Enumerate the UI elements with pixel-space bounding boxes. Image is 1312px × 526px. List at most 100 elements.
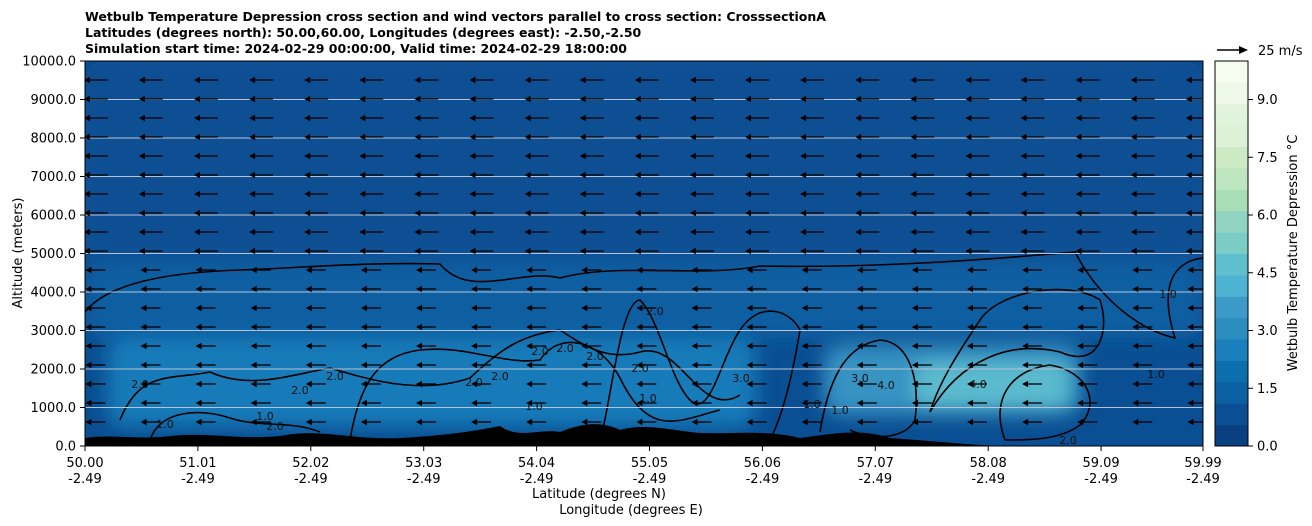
wind-vector-head xyxy=(1075,171,1082,179)
wind-vector-head xyxy=(636,380,643,388)
wind-vector xyxy=(1130,247,1155,255)
wind-vector xyxy=(911,266,932,274)
wind-vector-head xyxy=(1132,380,1139,388)
wind-vector xyxy=(305,399,326,407)
wind-vector-head xyxy=(360,323,367,331)
wind-vector-head xyxy=(801,399,808,407)
wind-vector-head xyxy=(416,304,422,312)
wind-vector-head xyxy=(195,285,202,293)
wind-vector-head xyxy=(526,418,533,426)
wind-vector xyxy=(856,380,877,388)
wind-vector xyxy=(965,209,990,217)
y-tick-label: 10000.0 xyxy=(22,55,76,70)
wind-vector xyxy=(801,399,822,407)
temperature-field xyxy=(85,61,1203,427)
wind-vector xyxy=(800,228,825,236)
wind-vector-head xyxy=(471,361,478,369)
wind-vector xyxy=(1187,342,1203,350)
wind-vector-head xyxy=(800,171,807,179)
wind-vector xyxy=(250,285,271,293)
wind-vector xyxy=(800,95,825,103)
wind-vector xyxy=(359,247,384,255)
wind-vector xyxy=(416,418,436,426)
wind-vector-head xyxy=(249,114,256,122)
wind-vector xyxy=(1187,304,1203,312)
wind-vector xyxy=(855,209,880,217)
wind-vector-head xyxy=(911,323,918,331)
wind-vector xyxy=(1020,247,1045,255)
wind-vector-head xyxy=(800,209,807,217)
contour-label: 2.0 xyxy=(531,345,549,358)
wind-vector xyxy=(85,190,108,198)
wind-vector xyxy=(911,361,932,369)
wind-vector-head xyxy=(1075,190,1082,198)
wind-vector-head xyxy=(249,152,256,160)
wind-vector xyxy=(1132,285,1153,293)
wind-vector-head xyxy=(194,133,200,141)
wind-vector xyxy=(305,323,326,331)
x-tick-label-lat: 59.09 xyxy=(1082,456,1119,471)
wind-vector xyxy=(745,76,769,84)
wind-vector-head xyxy=(689,114,696,122)
wind-vector-head xyxy=(634,152,641,160)
wind-vector xyxy=(1130,190,1155,198)
wind-vector xyxy=(85,285,106,293)
wind-vector-head xyxy=(469,171,476,179)
wind-vector-head xyxy=(1020,76,1027,84)
x-tick-label-lat: 53.03 xyxy=(405,456,442,471)
wind-vector-head xyxy=(579,114,586,122)
wind-vector-head xyxy=(1077,266,1084,274)
wind-vector-head xyxy=(579,171,586,179)
wind-vector-head xyxy=(85,190,90,198)
wind-vector xyxy=(801,285,822,293)
wind-vector-head xyxy=(691,380,698,388)
wind-vector xyxy=(249,76,274,84)
wind-vector-head xyxy=(689,247,696,255)
wind-vector-head xyxy=(469,95,476,103)
wind-vector xyxy=(910,133,935,141)
wind-vector-head xyxy=(526,285,533,293)
contour-label: 1.0 xyxy=(803,398,821,411)
wind-vector xyxy=(195,304,216,312)
wind-vector-head xyxy=(140,266,147,274)
y-tick-label: 7000.0 xyxy=(31,170,77,185)
wind-vector xyxy=(414,228,439,236)
contour-line xyxy=(349,341,721,441)
wind-vector-head xyxy=(636,304,643,312)
wind-vector xyxy=(581,304,602,312)
wind-vector xyxy=(305,266,326,274)
wind-vector-head xyxy=(85,380,92,388)
colorbar: 0.0 1.5 3.0 4.5 6.0 7.5 9.0 Wetbulb Temperatur… xyxy=(1214,60,1301,455)
wind-vector-head xyxy=(967,399,973,407)
wind-vector xyxy=(1185,76,1203,84)
wind-vector-head xyxy=(965,133,972,141)
wind-vector xyxy=(526,361,547,369)
quiver-key: 25 m/s xyxy=(1217,44,1303,59)
wind-vector xyxy=(634,209,659,217)
wind-vector xyxy=(524,171,549,179)
wind-vector-head xyxy=(1077,323,1084,331)
wind-vector-head xyxy=(249,133,256,141)
wind-vector-head xyxy=(250,418,257,426)
wind-vector-head xyxy=(1022,304,1029,312)
wind-vector xyxy=(304,133,329,141)
wind-vector-head xyxy=(856,285,863,293)
wind-vector xyxy=(471,323,492,331)
wind-vector-head xyxy=(746,304,753,312)
wind-vector xyxy=(1185,190,1203,198)
wind-vector-head xyxy=(910,114,917,122)
contour-label: 1.0 xyxy=(831,404,849,417)
wind-vector xyxy=(1132,361,1153,369)
wind-vector-head xyxy=(526,342,533,350)
wind-vector xyxy=(416,285,436,293)
wind-vector-head xyxy=(1130,95,1137,103)
wind-vector-head xyxy=(855,190,862,198)
wind-vector-head xyxy=(691,285,698,293)
wind-vector xyxy=(414,190,439,198)
wind-vector-head xyxy=(195,399,202,407)
x-tick-label-lat: 57.07 xyxy=(857,456,894,471)
wind-vector xyxy=(305,361,326,369)
wind-vector xyxy=(1185,133,1203,141)
wind-vector-head xyxy=(85,361,92,369)
wind-vector xyxy=(416,399,436,407)
